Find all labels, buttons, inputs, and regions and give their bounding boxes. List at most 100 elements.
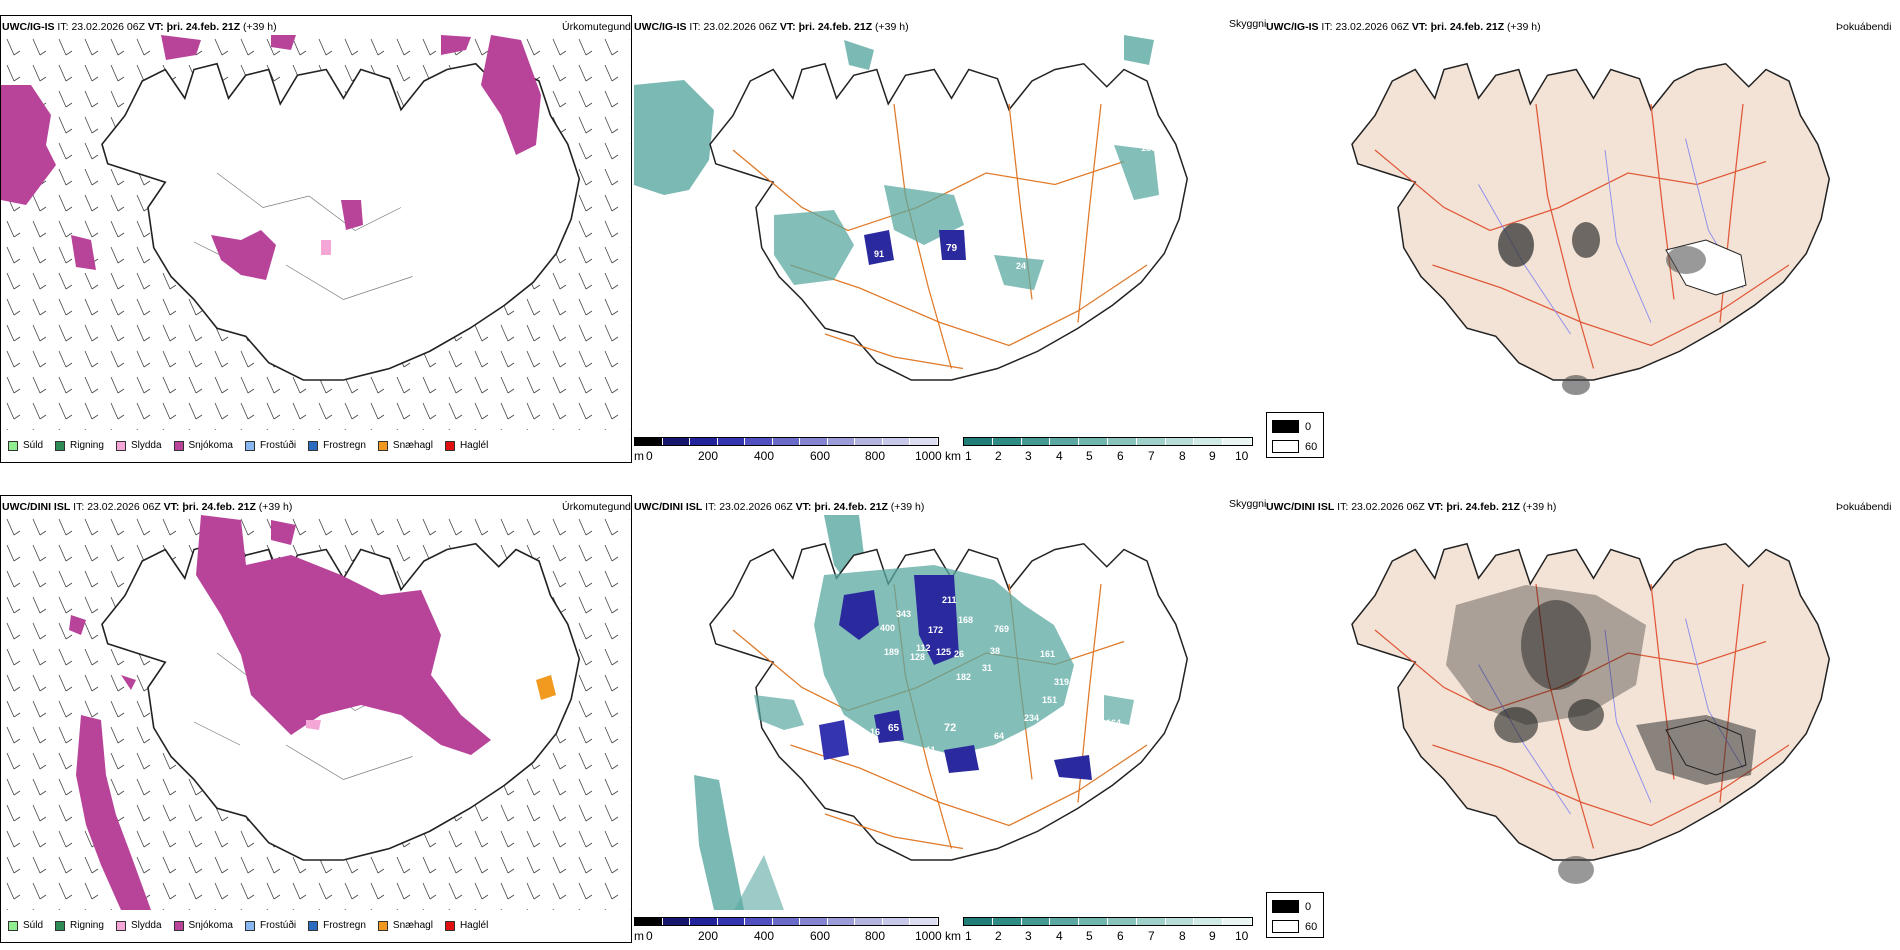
- bottom-cloud-label: 182: [956, 672, 971, 682]
- fog-swatch-black: [1272, 420, 1299, 433]
- bottom-cloud-title: Skyggni: [1229, 498, 1267, 510]
- top-cloud-header: UWC/IG-IS IT: 23.02.2026 06Z VT: þri. 24…: [634, 21, 909, 33]
- cloudbase-tick: 0: [646, 929, 653, 943]
- legend-swatch-hail: [444, 440, 455, 451]
- cloudbase-tick: 400: [754, 929, 775, 943]
- bottom-fog-title: Þokuábendi: [1836, 501, 1892, 513]
- legend-item: Snjókoma: [173, 920, 233, 931]
- visibility-tick: 4: [1056, 449, 1063, 463]
- top-cloud-label: 127: [858, 271, 873, 281]
- visibility-tick: 7: [1148, 449, 1155, 463]
- visibility-unit: km: [945, 449, 961, 463]
- bottom-cloud-label: 189: [884, 647, 899, 657]
- bottom-cloud-label: 39: [704, 722, 714, 732]
- cloudbase-unit: m: [634, 449, 644, 463]
- bottom-cloud-label: 72: [944, 722, 956, 734]
- top-cloud-label: 79: [946, 243, 958, 254]
- top-precip-frame: [0, 15, 632, 463]
- legend-swatch-rain: [55, 440, 66, 451]
- top-fog-header: UWC/IG-IS IT: 23.02.2026 06Z VT: þri. 24…: [1266, 21, 1541, 33]
- top-precip-snow-west: [1, 85, 56, 205]
- bottom-cloud-label: 161: [1040, 649, 1055, 659]
- visibility-tick: 5: [1086, 449, 1093, 463]
- visibility-tick: 2: [995, 929, 1002, 943]
- cloudbase-tick: 800: [865, 929, 886, 943]
- top-cloudbase-scale: m 0 200 400 600 800 1000: [634, 437, 944, 467]
- visibility-colorbar: [963, 437, 1253, 446]
- legend-swatch-freezing-drizzle: [244, 920, 255, 931]
- bottom-precip-frame: [0, 495, 632, 943]
- cloudbase-tick: 200: [698, 929, 719, 943]
- bottom-cloud-label: 112: [916, 643, 931, 653]
- cloudbase-unit: m: [634, 929, 644, 943]
- legend-item: Frostregn: [308, 440, 366, 451]
- bottom-fog-map: [1351, 543, 1830, 884]
- bottom-cloud-label: 164: [1106, 718, 1121, 728]
- bottom-cloud-label: 343: [896, 609, 911, 619]
- top-cloud-label: 37: [929, 383, 939, 393]
- cloudbase-tick: 800: [865, 449, 886, 463]
- legend-swatch-rain: [55, 920, 66, 931]
- legend-item: Frostúði: [244, 440, 296, 451]
- legend-swatch-freezing-rain: [308, 920, 319, 931]
- top-cloud-label: 91: [874, 249, 884, 259]
- cloudbase-tick: 600: [810, 449, 831, 463]
- bottom-cloud-label: 400: [880, 623, 895, 633]
- legend-item: Frostregn: [308, 920, 366, 931]
- visibility-tick: 1: [965, 929, 972, 943]
- legend-swatch-drizzle: [8, 920, 18, 931]
- bottom-cloud-label: 211: [942, 595, 957, 605]
- visibility-tick: 6: [1117, 929, 1124, 943]
- legend-item: Súld: [8, 440, 43, 451]
- bottom-cloud-label: 38: [990, 646, 1000, 656]
- top-cloud-map: 126 91 79 60 127 180 24 37 11: [634, 35, 1188, 395]
- bottom-precip-snow-west: [76, 715, 151, 910]
- legend-swatch-ice-pellets: [377, 920, 388, 931]
- bottom-visibility-scale: km 1 2 3 4 5 6 7 8 9 10: [945, 917, 1265, 947]
- legend-swatch-ice-pellets: [377, 440, 388, 451]
- fog-swatch-white: [1272, 440, 1299, 453]
- fog-swatch-black: [1272, 900, 1299, 913]
- cloudbase-tick: 1000: [915, 929, 942, 943]
- legend-item: Slydda: [115, 920, 162, 931]
- bottom-cloud-label: 95: [1142, 727, 1152, 737]
- cloudbase-tick: 600: [810, 929, 831, 943]
- top-cloud-label: 11: [911, 385, 921, 395]
- legend-swatch-snow: [173, 920, 184, 931]
- legend-item: Snæhagl: [377, 440, 433, 451]
- bottom-cloud-label: 89: [904, 863, 914, 873]
- bottom-cloud-label: 234: [1024, 713, 1039, 723]
- bottom-precip-ice-pellets: [536, 675, 556, 700]
- visibility-tick: 9: [1209, 929, 1216, 943]
- bottom-cloud-label: 319: [1054, 677, 1069, 687]
- top-fog-map: [1351, 63, 1830, 395]
- visibility-tick: 5: [1086, 929, 1093, 943]
- legend-swatch-freezing-drizzle: [244, 440, 255, 451]
- top-cloud-title: Skyggni: [1229, 18, 1267, 30]
- legend-item: Haglél: [444, 440, 488, 451]
- bottom-cloud-label: 16: [870, 727, 880, 737]
- visibility-tick: 3: [1025, 929, 1032, 943]
- bottom-cloud-label: 128: [910, 652, 925, 662]
- bottom-cloud-label: 222: [1090, 756, 1105, 766]
- bottom-cloud-label: 36: [864, 747, 874, 757]
- legend-item: Frostúði: [244, 920, 296, 931]
- top-cloud-label: 60: [842, 271, 852, 281]
- bottom-precip-snow-center: [196, 515, 491, 755]
- top-fog-title: Þokuábendi: [1836, 21, 1892, 33]
- top-visibility-scale: km 1 2 3 4 5 6 7 8 9 10: [945, 437, 1265, 467]
- visibility-tick: 8: [1179, 929, 1186, 943]
- top-precip-header: UWC/IG-IS IT: 23.02.2026 06Z VT: þri. 24…: [2, 21, 277, 33]
- bottom-cloud-label: 8: [906, 842, 911, 852]
- legend-item: Súld: [8, 920, 43, 931]
- visibility-tick: 3: [1025, 449, 1032, 463]
- visibility-tick: 10: [1235, 929, 1249, 943]
- bottom-cloud-label: 65: [888, 723, 900, 734]
- bottom-cloudbase-scale: m 0 200 400 600 800 1000: [634, 917, 944, 947]
- bottom-cloud-label: 172: [1110, 742, 1125, 752]
- visibility-tick: 1: [965, 449, 972, 463]
- bottom-cloud-label: 769: [994, 624, 1009, 634]
- visibility-tick: 2: [995, 449, 1002, 463]
- legend-item: Rigning: [55, 440, 104, 451]
- bottom-cloud-map: 343 400 211 172 168 769 189 128 112 125 …: [694, 515, 1188, 910]
